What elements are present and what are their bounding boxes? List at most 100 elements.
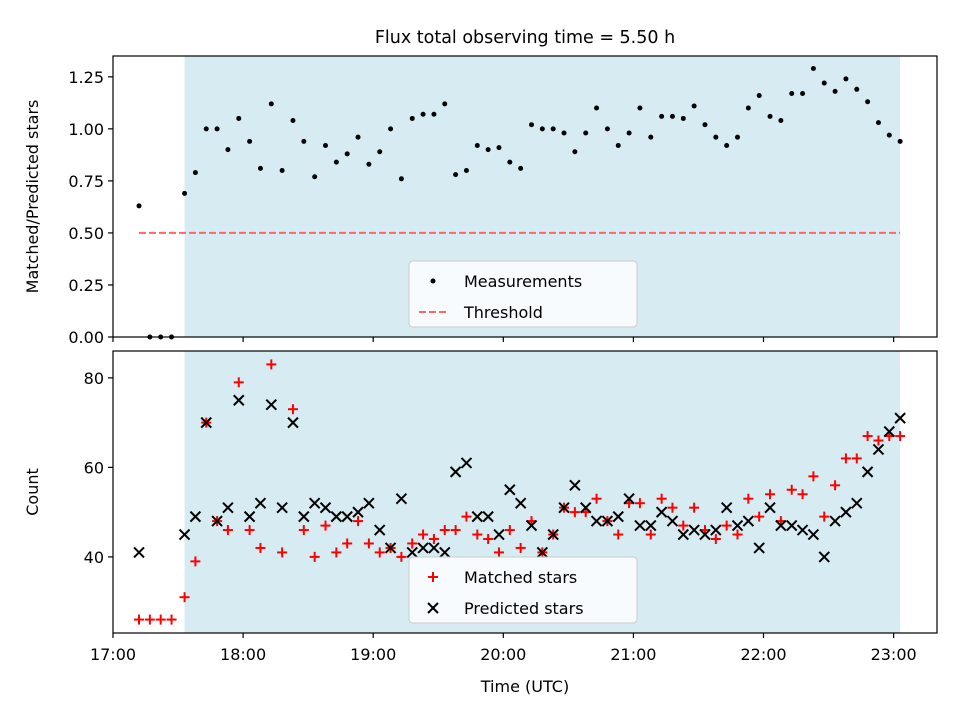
predicted-star-point [330, 510, 343, 523]
measurement-point [669, 113, 675, 119]
measurement-point [572, 149, 578, 155]
matched-star-point [862, 431, 873, 442]
predicted-star-point [514, 497, 527, 509]
predicted-star-point [482, 510, 494, 523]
predicted-star-point [742, 515, 755, 527]
legend: Measurements Threshold [408, 260, 638, 328]
matched-star-point [483, 534, 494, 544]
matched-star-point [504, 525, 515, 536]
matched-star-point [819, 511, 830, 522]
predicted-star-point [243, 510, 256, 523]
x-tick-label: 22:00 [740, 645, 786, 664]
legend-label: Threshold [463, 303, 543, 322]
measurement-point [604, 126, 610, 132]
predicted-star-point [341, 510, 353, 523]
matched-star-point [786, 484, 797, 495]
matched-star-point [190, 556, 201, 567]
predicted-star-point [449, 466, 462, 478]
matched-star-point [472, 529, 483, 540]
star-count-panel: 40 60 80 17:00 18:00 19:00 20:00 21:00 22:00 23:0… [23, 350, 938, 696]
measurement-point [767, 113, 773, 119]
measurement-point [247, 138, 253, 144]
matched-star-point [732, 529, 743, 540]
matched-star-point [851, 453, 862, 464]
matched-star-point [374, 547, 385, 558]
predicted-star-point [222, 501, 234, 514]
predicted-star-point [352, 506, 364, 518]
measurement-point [388, 126, 394, 132]
y-tick-label: 80 [84, 369, 104, 388]
measurement-point [550, 126, 556, 132]
x-tick-label: 21:00 [610, 645, 656, 664]
measurement-point [539, 126, 545, 132]
measurement-point [843, 76, 849, 82]
axes-frame [112, 350, 938, 634]
predicted-star-point [254, 497, 267, 509]
predicted-star-point [601, 515, 614, 527]
measurement-point [735, 134, 741, 140]
matched-star-point [591, 493, 602, 504]
predicted-star-point [720, 501, 733, 514]
matched-star-point [166, 614, 177, 625]
measurement-point [453, 172, 459, 178]
matched-star-point [461, 511, 472, 522]
predicted-star-point [439, 546, 451, 559]
predicted-star-point [178, 528, 191, 541]
legend-marker [427, 602, 439, 614]
predicted-star-point [699, 528, 711, 541]
measurement-point [409, 115, 415, 121]
measurement-point [800, 90, 806, 96]
predicted-star-point [796, 524, 809, 536]
matched-star-point [155, 614, 166, 625]
matched-star-point [493, 547, 504, 558]
matched-star-point [689, 502, 700, 513]
predicted-star-point [569, 479, 581, 491]
measurement-point [290, 118, 296, 124]
measurement-point [301, 138, 307, 144]
measurement-point [886, 132, 892, 138]
x-tick-label: 17:00 [90, 645, 136, 664]
y-tick-label: 0.50 [68, 224, 104, 243]
measurement-point [182, 190, 188, 196]
y-tick-label: 0.75 [68, 172, 104, 191]
measurement-point [756, 93, 762, 99]
predicted-star-point [655, 506, 668, 518]
predicted-star-point [623, 493, 635, 505]
predicted-star-point [525, 519, 538, 532]
matched-star-point [678, 520, 689, 531]
matched-star-point [331, 547, 342, 558]
legend-marker [428, 572, 438, 582]
measurement-point [854, 86, 860, 92]
measurement-point [615, 143, 621, 149]
matched-star-point [569, 507, 580, 518]
predicted-star-point [417, 542, 429, 554]
predicted-star-point [200, 416, 212, 429]
measurement-point [821, 80, 827, 86]
measurement-point [323, 143, 329, 149]
measurement-point [691, 103, 697, 109]
measurement-point [225, 147, 231, 153]
matched-star-point [298, 525, 309, 536]
predicted-star-point [883, 425, 896, 438]
measurement-point [474, 143, 480, 149]
matched-star-point [613, 529, 624, 540]
measurement-point [355, 134, 361, 140]
predicted-star-point [428, 542, 440, 554]
matched-star-point [721, 520, 732, 531]
measurement-point [377, 149, 383, 155]
measurement-point [431, 111, 437, 117]
predicted-star-point [558, 501, 570, 514]
measurement-point [810, 65, 816, 71]
y-tick-label: 1.00 [68, 120, 104, 139]
predicted-star-point [308, 497, 321, 509]
measurement-point [344, 151, 350, 157]
measurement-point [897, 138, 903, 144]
y-tick-label: 60 [84, 458, 104, 477]
matched-star-point [244, 525, 255, 536]
predicted-star-point [384, 542, 397, 554]
matched-star-point [255, 542, 266, 553]
matched-star-point [428, 534, 439, 544]
measurement-point [268, 101, 274, 107]
predicted-star-point [276, 501, 288, 514]
